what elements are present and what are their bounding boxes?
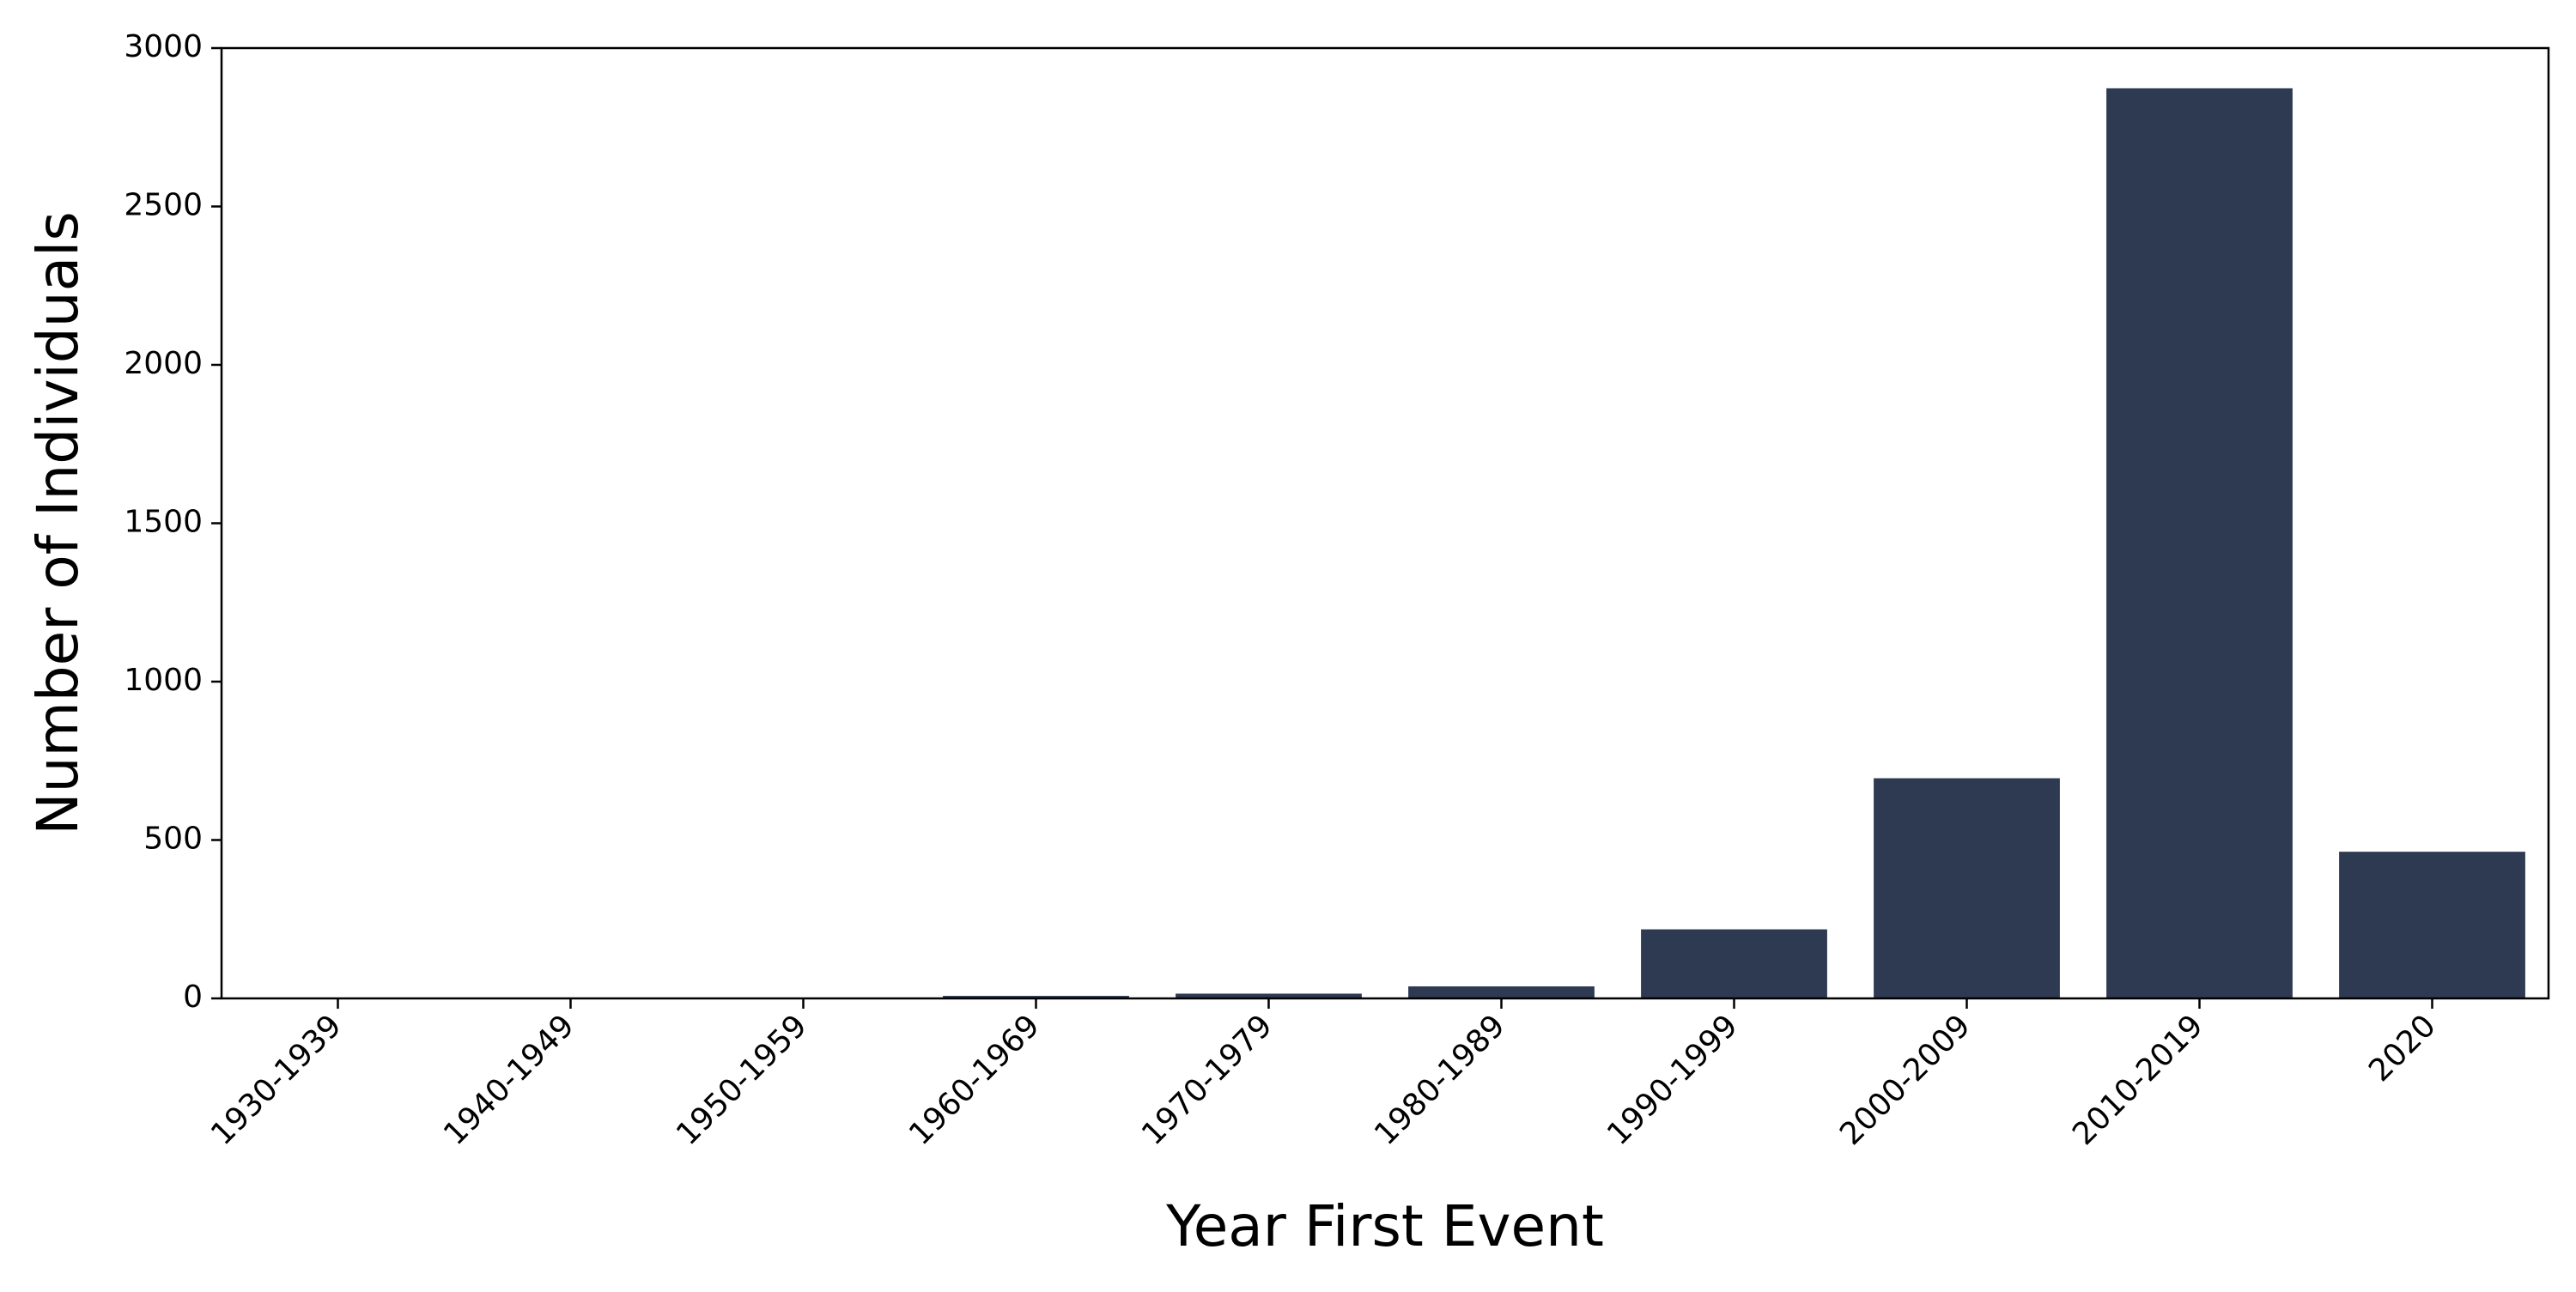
x-tick-label: 1970-1979 [1135,1008,1279,1152]
x-tick-label: 2010-2019 [2066,1008,2210,1152]
x-tick-label: 1960-1969 [902,1008,1047,1152]
bar-2000-2009 [1874,779,2060,998]
y-tick-label: 500 [143,822,203,857]
bar-2020 [2339,852,2525,998]
x-axis: 1930-1939 1940-1949 1950-1959 1960-1969 1970… [204,998,2443,1152]
x-tick-label: 1980-1989 [1368,1008,1512,1152]
x-tick-label: 1990-1999 [1601,1008,1745,1152]
x-tick-label: 1950-1959 [670,1008,814,1152]
y-tick-label: 0 [183,980,203,1015]
bars-layer [245,88,2525,998]
y-axis: 0 500 1000 1500 2000 2500 3000 [124,29,222,1015]
y-tick-label: 1500 [124,505,203,540]
y-axis-label: Number of Individuals [25,211,91,835]
x-tick-label: 1940-1949 [437,1008,581,1152]
x-tick-label: 2000-2009 [1833,1008,1978,1152]
x-tick-label: 2020 [2362,1008,2443,1089]
bar-1990-1999 [1641,930,1827,998]
bar-2010-2019 [2106,88,2293,998]
y-tick-label: 3000 [124,29,203,64]
bar-1980-1989 [1408,986,1595,998]
y-tick-label: 2000 [124,346,203,381]
y-tick-label: 1000 [124,663,203,698]
x-axis-label: Year First Event [1165,1193,1604,1259]
y-tick-label: 2500 [124,188,203,223]
x-tick-label: 1930-1939 [204,1008,349,1152]
